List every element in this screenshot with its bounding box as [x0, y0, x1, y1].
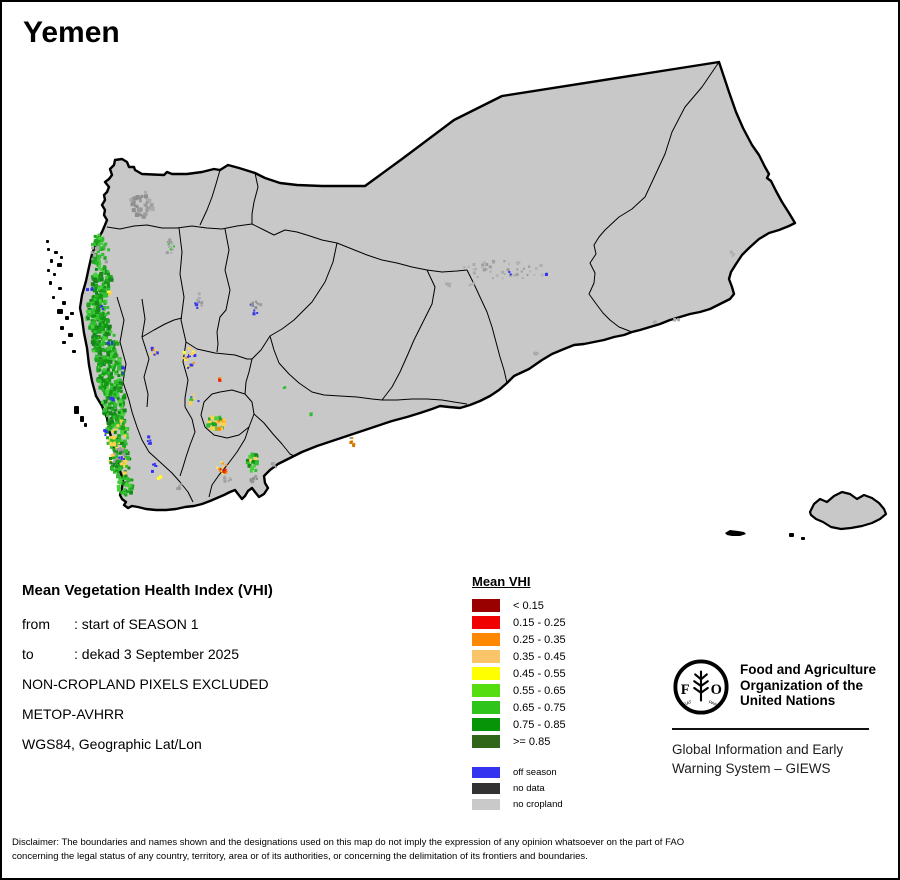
legend-swatch — [472, 798, 500, 810]
legend-row: 0.55 - 0.65 — [472, 682, 652, 699]
legend-heading: Mean VHI — [472, 574, 531, 589]
legend-row: 0.45 - 0.55 — [472, 665, 652, 682]
fao-logo-letter-f: F — [681, 682, 690, 698]
legend-swatch — [472, 701, 500, 714]
info-row-value: METOP-AVHRR — [22, 706, 125, 722]
info-row-value: NON-CROPLAND PIXELS EXCLUDED — [22, 676, 269, 692]
legend-row: 0.75 - 0.85 — [472, 716, 652, 733]
info-rows: from : start of SEASON 1 to : dekad 3 Septe… — [22, 609, 452, 759]
legend-swatch — [472, 718, 500, 731]
red-sea-islands — [46, 240, 805, 540]
legend-label: no data — [513, 782, 545, 794]
vhi-pixels — [85, 190, 735, 497]
legend-swatch — [472, 766, 500, 778]
socotra-island — [808, 490, 888, 531]
info-row-value: : dekad 3 September 2025 — [74, 646, 240, 662]
fao-org-name: Food and Agriculture Organization of the U… — [740, 662, 876, 716]
info-row: WGS84, Geographic Lat/Lon — [22, 729, 452, 759]
admin-boundaries — [106, 61, 720, 503]
fao-block: F O FIAT PANIS Food and Agriculture Organ… — [672, 658, 882, 778]
vhi-legend: Mean VHI < 0.15 0.15 - 0.25 0.25 - 0.35 0.3… — [472, 574, 652, 812]
legend-label: 0.65 - 0.75 — [513, 701, 566, 714]
legend-swatch — [472, 616, 500, 629]
disclaimer-line: Disclaimer: The boundaries and names sho… — [12, 837, 685, 848]
info-row: from : start of SEASON 1 — [22, 609, 452, 639]
legend-row: 0.15 - 0.25 — [472, 614, 652, 631]
giews-line: Global Information and Early — [672, 742, 844, 757]
giews-name: Global Information and Early Warning Syst… — [672, 740, 882, 778]
info-row-label: to — [22, 646, 34, 662]
fao-org-line: United Nations — [740, 693, 836, 708]
legend-label: 0.25 - 0.35 — [513, 633, 566, 646]
legend-label: off season — [513, 766, 557, 778]
info-row-value: : start of SEASON 1 — [74, 616, 199, 632]
fao-logo-icon: F O FIAT PANIS — [673, 659, 729, 715]
legend-swatch — [472, 650, 500, 663]
fao-logo-motto-fiat: FIAT — [682, 699, 693, 707]
page-title: Yemen — [23, 16, 120, 49]
fao-divider — [672, 728, 869, 730]
info-row: NON-CROPLAND PIXELS EXCLUDED — [22, 669, 452, 699]
info-row-label: from — [22, 616, 50, 632]
fao-org-line: Organization of the — [740, 677, 863, 693]
legend-label: < 0.15 — [513, 599, 544, 612]
legend-row: off season — [472, 764, 652, 780]
legend-row: >= 0.85 — [472, 733, 652, 750]
fao-logo-letter-o: O — [711, 682, 722, 698]
legend-swatch — [472, 633, 500, 646]
legend-label: 0.75 - 0.85 — [513, 718, 566, 731]
map-info-block: Mean Vegetation Health Index (VHI) from:… — [22, 582, 452, 759]
legend-row: < 0.15 — [472, 597, 652, 614]
info-row: to : dekad 3 September 2025 — [22, 639, 452, 669]
disclaimer-line: concerning the legal status of any count… — [12, 851, 588, 862]
legend-classes: < 0.15 0.15 - 0.25 0.25 - 0.35 0.35 - 0.45 0… — [472, 597, 652, 750]
legend-label: 0.55 - 0.65 — [513, 684, 566, 697]
legend-label: >= 0.85 — [513, 735, 551, 748]
info-row-value: WGS84, Geographic Lat/Lon — [22, 736, 202, 752]
legend-label: 0.35 - 0.45 — [513, 650, 566, 663]
giews-line: Warning System – GIEWS — [672, 761, 831, 776]
legend-row: no cropland — [472, 796, 652, 812]
info-heading: Mean Vegetation Health Index (VHI) — [22, 582, 273, 599]
legend-swatch — [472, 684, 500, 697]
fao-logo-motto-panis: PANIS — [708, 699, 722, 708]
legend-row: 0.25 - 0.35 — [472, 631, 652, 648]
info-row: METOP-AVHRR — [22, 699, 452, 729]
legend-swatch — [472, 599, 500, 612]
legend-swatch — [472, 667, 500, 680]
yemen-mainland — [78, 60, 797, 512]
fao-org-line: Food and Agriculture — [740, 662, 876, 677]
legend-row: no data — [472, 780, 652, 796]
legend-label: 0.15 - 0.25 — [513, 616, 566, 629]
legend-extra-classes: off season no data no cropland — [472, 764, 652, 812]
legend-row: 0.35 - 0.45 — [472, 648, 652, 665]
legend-swatch — [472, 782, 500, 794]
islet — [725, 530, 746, 536]
legend-label: 0.45 - 0.55 — [513, 667, 566, 680]
legend-swatch — [472, 735, 500, 748]
legend-row: 0.65 - 0.75 — [472, 699, 652, 716]
legend-label: no cropland — [513, 798, 563, 810]
disclaimer: Disclaimer: The boundaries and names sho… — [12, 836, 894, 864]
